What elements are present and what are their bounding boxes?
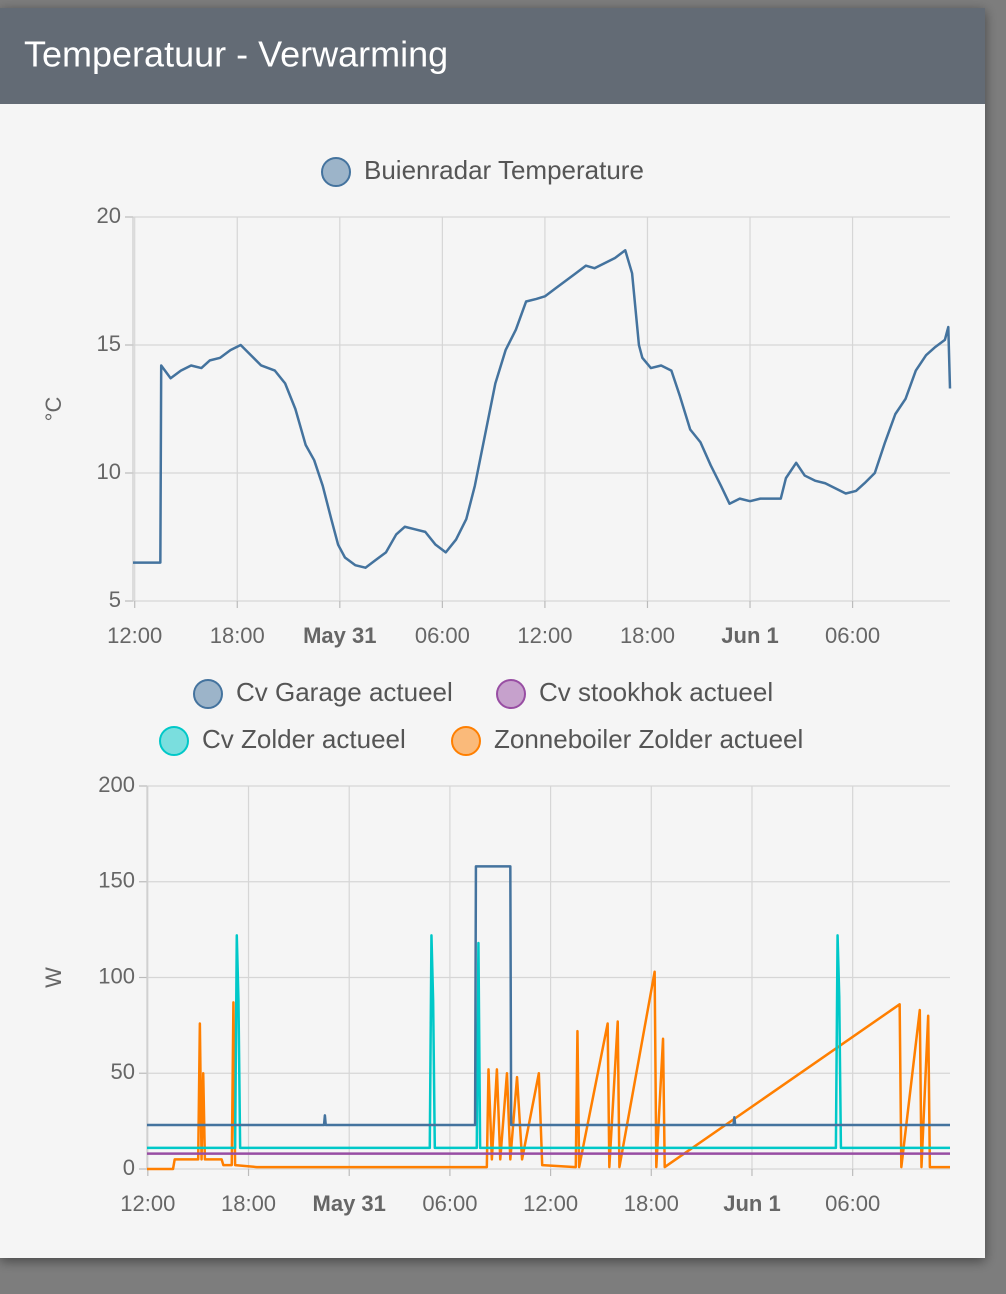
x-tick-label: May 31 [313, 1191, 386, 1216]
y-tick-label: 15 [97, 331, 121, 356]
series-line [147, 865, 950, 1127]
series-line [133, 249, 952, 569]
x-tick-label: Jun 1 [721, 623, 778, 648]
card-title: Temperatuur - Verwarming [24, 34, 448, 75]
y-tick-label: 150 [98, 868, 135, 893]
x-tick-label: 18:00 [221, 1191, 276, 1216]
card-header [0, 8, 985, 104]
x-tick-label: 18:00 [624, 1191, 679, 1216]
x-tick-label: 18:00 [210, 623, 265, 648]
legend-swatch [159, 726, 189, 756]
x-tick-label: 12:00 [120, 1191, 175, 1216]
x-tick-label: 12:00 [523, 1191, 578, 1216]
x-tick-label: 18:00 [620, 623, 675, 648]
legend-label: Cv Zolder actueel [202, 724, 406, 754]
y-tick-label: 100 [98, 963, 135, 988]
y-tick-label: 20 [97, 203, 121, 228]
y-axis-label: °C [41, 397, 66, 422]
x-tick-label: 06:00 [415, 623, 470, 648]
series-line [147, 934, 950, 1150]
legend-label: Buienradar Temperature [364, 155, 644, 185]
legend-swatch [496, 679, 526, 709]
legend-swatch [193, 679, 223, 709]
legend-swatch [321, 157, 351, 187]
series-line [147, 970, 950, 1171]
legend-swatch [451, 726, 481, 756]
y-axis-label: W [41, 967, 66, 988]
x-tick-label: Jun 1 [723, 1191, 780, 1216]
x-tick-label: 06:00 [422, 1191, 477, 1216]
legend-label: Cv stookhok actueel [539, 677, 773, 707]
x-tick-label: 12:00 [107, 623, 162, 648]
legend-label: Zonneboiler Zolder actueel [494, 724, 803, 754]
x-tick-label: 06:00 [825, 623, 880, 648]
card [0, 8, 985, 1258]
y-tick-label: 5 [109, 587, 121, 612]
y-tick-label: 200 [98, 772, 135, 797]
x-tick-label: 12:00 [517, 623, 572, 648]
y-tick-label: 50 [111, 1059, 135, 1084]
x-tick-label: May 31 [303, 623, 376, 648]
x-tick-label: 06:00 [825, 1191, 880, 1216]
y-tick-label: 10 [97, 459, 121, 484]
y-tick-label: 0 [123, 1155, 135, 1180]
legend-label: Cv Garage actueel [236, 677, 453, 707]
